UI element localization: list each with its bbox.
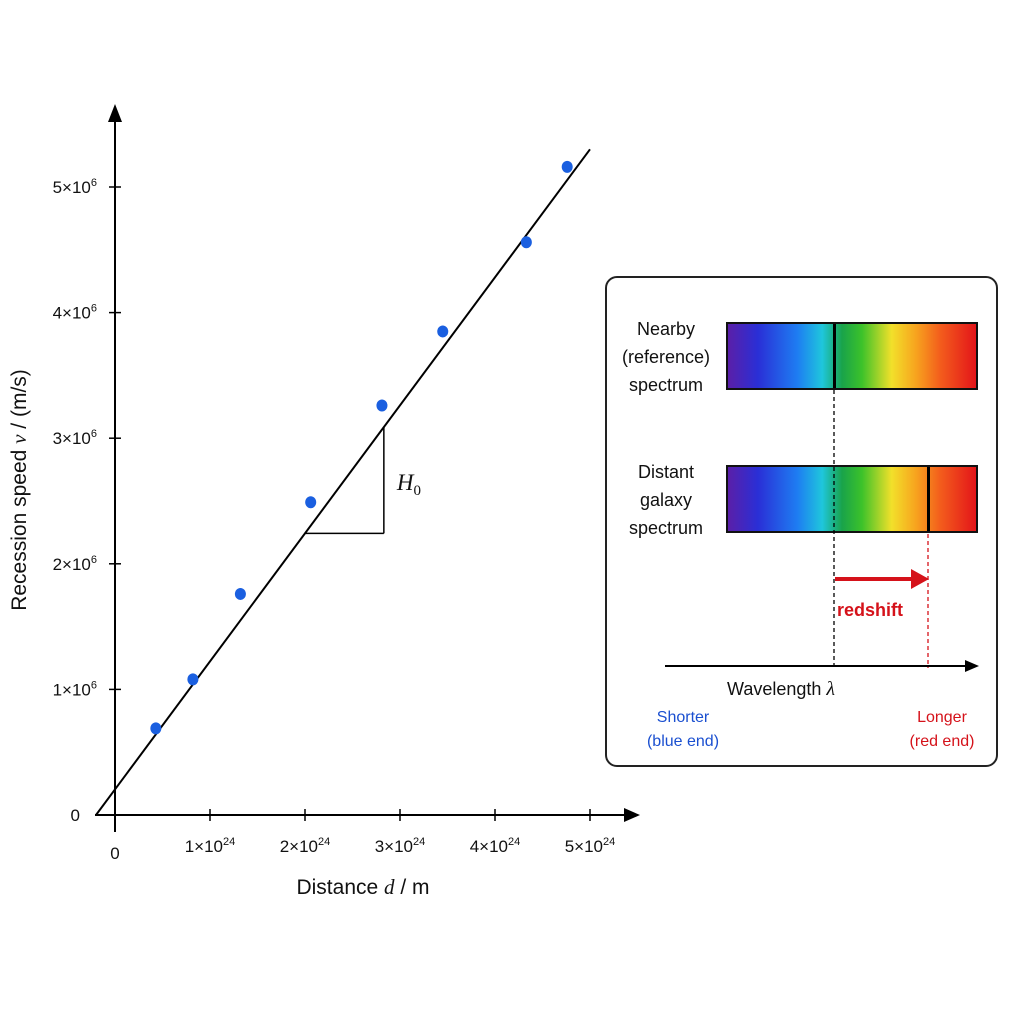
shorter-wavelength-label: Shorter (blue end) bbox=[646, 709, 720, 750]
data-point bbox=[187, 673, 199, 686]
x-tick-label: 2×1024 bbox=[280, 836, 331, 856]
longer-wavelength-label: Longer (red end) bbox=[909, 709, 975, 750]
nearby-spectrum-bar bbox=[726, 322, 978, 390]
data-point bbox=[305, 496, 317, 509]
slope-triangle: H0 bbox=[305, 427, 421, 535]
y-tick-label: 1×106 bbox=[53, 679, 97, 699]
nearby-spectrum-label: Nearby (reference) spectrum bbox=[621, 319, 711, 395]
data-points bbox=[150, 160, 573, 735]
panel-overlay bbox=[665, 390, 979, 672]
x-tick-label: 4×1024 bbox=[470, 836, 521, 856]
x-axis-arrow bbox=[624, 808, 640, 822]
y-tick-label: 0 bbox=[71, 806, 80, 825]
best-fit-line bbox=[95, 148, 591, 816]
data-point bbox=[150, 722, 162, 735]
x-tick-label: 3×1024 bbox=[375, 836, 426, 856]
y-tick-label: 5×106 bbox=[53, 177, 97, 197]
redshift-panel: Nearby (reference) spectrum Distant galaxy s… bbox=[605, 276, 998, 767]
y-axis-arrow bbox=[108, 104, 122, 122]
wavelength-axis-arrow bbox=[965, 660, 979, 672]
data-point bbox=[437, 325, 449, 338]
data-point bbox=[376, 399, 388, 412]
wavelength-axis-label: Wavelength λ bbox=[727, 678, 836, 700]
data-point bbox=[520, 236, 532, 249]
y-tick-label: 3×106 bbox=[53, 428, 97, 448]
x-tick-label: 1×1024 bbox=[185, 836, 236, 856]
redshift-label: redshift bbox=[837, 600, 904, 620]
distant-spectrum-bar bbox=[726, 465, 978, 533]
x-axis-title: Distance d / m bbox=[296, 875, 429, 899]
y-tick-label: 4×106 bbox=[53, 303, 97, 323]
x-tick-label: 0 bbox=[110, 844, 119, 863]
data-point bbox=[234, 587, 246, 600]
nearby-absorption-line bbox=[833, 324, 836, 388]
x-tick-label: 5×1024 bbox=[565, 836, 616, 856]
distant-absorption-line bbox=[927, 467, 930, 531]
hubble-constant-label: H0 bbox=[396, 470, 421, 499]
axes bbox=[95, 104, 640, 832]
data-point bbox=[561, 160, 573, 173]
y-axis-title: Recession speed v / (m/s) bbox=[7, 369, 31, 611]
ticks: 0 1×1024 2×1024 3×1024 4×1024 5×1024 0 1×106 2×1… bbox=[53, 177, 616, 863]
y-tick-label: 2×106 bbox=[53, 554, 97, 574]
redshift-arrow-head bbox=[911, 569, 929, 589]
distant-spectrum-label: Distant galaxy spectrum bbox=[628, 462, 704, 538]
